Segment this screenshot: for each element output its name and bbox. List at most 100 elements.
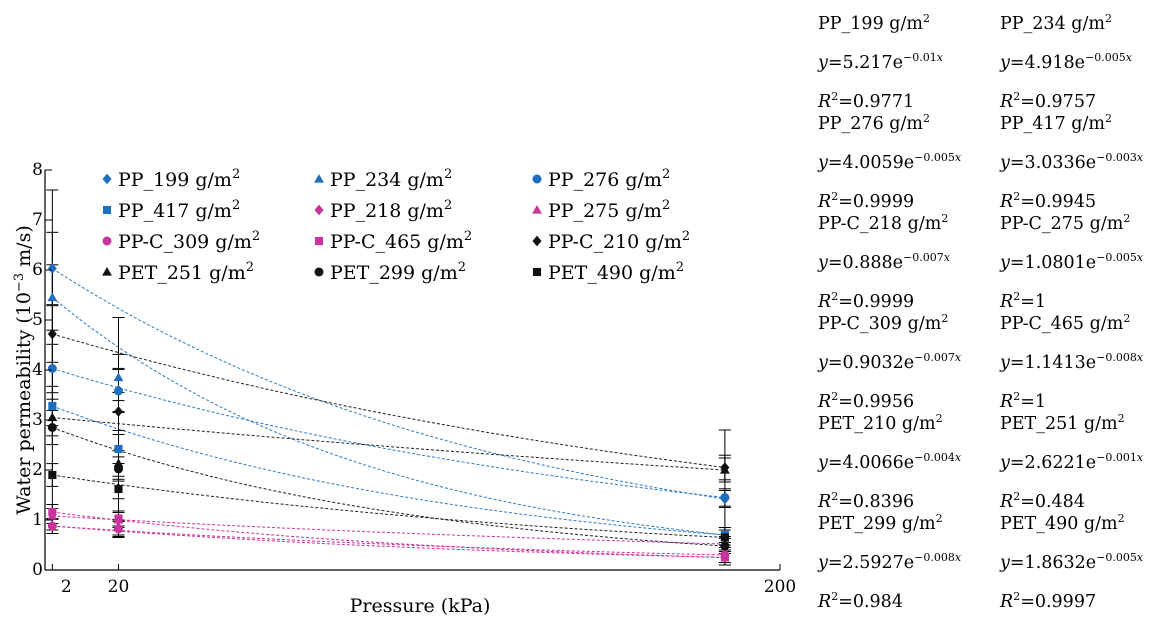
fit-formula: y=1.8632e−0.005x bbox=[1000, 551, 1144, 573]
trend-line bbox=[52, 405, 725, 536]
fit-r-squared: R2=1 bbox=[1000, 390, 1046, 412]
data-point bbox=[114, 406, 123, 417]
fit-equation: PET_299 g/m2 y=2.5927e−0.008x R2=0.984 bbox=[818, 502, 993, 619]
fit-formula: y=2.6221e−0.001x bbox=[1000, 451, 1144, 473]
data-point bbox=[47, 292, 58, 302]
fit-r-squared: R2=0.484 bbox=[1000, 490, 1085, 512]
data-point bbox=[48, 470, 57, 480]
y-tick-label: 6 bbox=[32, 260, 43, 280]
data-point bbox=[720, 533, 729, 542]
fit-sample-name: PET_299 g/m2 bbox=[818, 512, 943, 534]
fit-equation: PET_251 g/m2 y=2.6221e−0.001x R2=0.484 bbox=[1000, 402, 1163, 519]
y-tick-label: 0 bbox=[32, 560, 43, 580]
fit-formula: y=4.0059e−0.005x bbox=[818, 151, 962, 173]
fit-sample-name: PP_234 g/m2 bbox=[1000, 12, 1112, 34]
trend-line bbox=[52, 515, 725, 545]
legend-label: PET_490 g/m2 bbox=[548, 260, 684, 284]
legend-marker bbox=[314, 174, 324, 183]
data-point bbox=[113, 458, 124, 468]
y-tick-label: 2 bbox=[32, 460, 43, 480]
y-tick-label: 5 bbox=[32, 310, 43, 330]
trend-line bbox=[52, 511, 725, 558]
fit-formula: y=1.0801e−0.005x bbox=[1000, 251, 1144, 273]
legend-marker bbox=[102, 236, 112, 246]
y-tick-label: 4 bbox=[32, 360, 43, 380]
data-point bbox=[47, 364, 57, 373]
legend-marker bbox=[532, 267, 542, 277]
fit-formula: y=1.1413e−0.008x bbox=[1000, 351, 1144, 373]
fit-sample-name: PET_251 g/m2 bbox=[1000, 412, 1125, 434]
legend-label: PET_251 g/m2 bbox=[118, 260, 254, 284]
data-point bbox=[720, 493, 730, 502]
legend-label: PP-C_309 g/m2 bbox=[118, 229, 260, 253]
fit-formula: y=3.0336e−0.003x bbox=[1000, 151, 1144, 173]
fit-sample-name: PP_276 g/m2 bbox=[818, 112, 930, 134]
fit-sample-name: PP-C_275 g/m2 bbox=[1000, 212, 1131, 234]
fit-sample-name: PP-C_309 g/m2 bbox=[818, 312, 949, 334]
axes: 0 1 2 3 4 5 6 7 8 2 20 200 bbox=[32, 160, 796, 597]
data-point bbox=[47, 263, 57, 274]
x-tick-label: 200 bbox=[764, 577, 796, 597]
fit-equation: PP_199 g/m2 y=5.217e−0.01x R2=0.9771 bbox=[818, 2, 993, 119]
x-tick-label: 2 bbox=[61, 577, 72, 597]
trend-lines bbox=[52, 268, 725, 558]
fit-r-squared: R2=0.9999 bbox=[818, 190, 915, 212]
legend-marker bbox=[532, 235, 542, 247]
legend-marker bbox=[314, 204, 324, 216]
y-tick-label: 3 bbox=[32, 410, 43, 430]
fit-sample-name: PET_210 g/m2 bbox=[818, 412, 943, 434]
trend-line bbox=[52, 368, 725, 498]
data-point bbox=[114, 386, 123, 396]
fit-sample-name: PP_417 g/m2 bbox=[1000, 112, 1112, 134]
data-point bbox=[47, 412, 58, 422]
legend-marker bbox=[102, 205, 112, 215]
fit-r-squared: R2=0.984 bbox=[818, 590, 903, 612]
legend-label: PP_417 g/m2 bbox=[118, 198, 240, 222]
fit-r-squared: R2=0.9757 bbox=[1000, 90, 1097, 112]
fit-sample-name: PP-C_218 g/m2 bbox=[818, 212, 949, 234]
legend-label: PP_234 g/m2 bbox=[330, 167, 452, 191]
legend-marker bbox=[102, 267, 112, 276]
x-tick-label: 20 bbox=[108, 577, 130, 597]
trend-line bbox=[52, 525, 725, 558]
fit-r-squared: R2=0.9945 bbox=[1000, 190, 1097, 212]
fit-sample-name: PP_199 g/m2 bbox=[818, 12, 930, 34]
fit-r-squared: R2=0.9956 bbox=[818, 390, 915, 412]
data-point bbox=[720, 553, 729, 562]
legend-label: PP_275 g/m2 bbox=[548, 198, 670, 222]
data-point bbox=[114, 484, 123, 494]
permeability-chart: 0 1 2 3 4 5 6 7 8 2 20 200 PP_199 g/m2 PP_234 g/m2 PP… bbox=[12, 160, 796, 617]
legend: PP_199 g/m2 PP_234 g/m2 PP_276 g/m2 PP_417 … bbox=[102, 167, 690, 284]
fit-r-squared: R2=0.9997 bbox=[1000, 590, 1097, 612]
data-point bbox=[48, 507, 57, 517]
y-axis-title: Water permeability (10−3 m/s) bbox=[12, 225, 35, 514]
legend-marker bbox=[314, 236, 324, 246]
legend-marker bbox=[102, 173, 112, 185]
x-axis-title: Pressure (kPa) bbox=[350, 595, 491, 617]
fit-equation: PP-C_309 g/m2 y=0.9032e−0.007x R2=0.9956 bbox=[818, 302, 993, 419]
data-point bbox=[47, 328, 57, 340]
data-point bbox=[114, 524, 123, 534]
fit-equation: PET_210 g/m2 y=4.0066e−0.004x R2=0.8396 bbox=[818, 402, 993, 519]
y-tick-label: 7 bbox=[32, 210, 43, 230]
y-tick-label: 1 bbox=[32, 510, 43, 530]
legend-label: PET_299 g/m2 bbox=[330, 260, 466, 284]
data-point bbox=[47, 521, 57, 531]
data-point bbox=[114, 514, 123, 523]
fit-sample-name: PET_490 g/m2 bbox=[1000, 512, 1125, 534]
legend-label: PP-C_210 g/m2 bbox=[548, 229, 690, 253]
fit-r-squared: R2=0.9999 bbox=[818, 290, 915, 312]
y-tick-label: 8 bbox=[32, 160, 43, 180]
fit-equation: PP-C_465 g/m2 y=1.1413e−0.008x R2=1 bbox=[1000, 302, 1163, 419]
fit-equation: PP-C_218 g/m2 y=0.888e−0.007x R2=0.9999 bbox=[818, 202, 993, 319]
legend-label: PP-C_465 g/m2 bbox=[330, 229, 472, 253]
legend-marker bbox=[314, 267, 324, 277]
trend-line bbox=[52, 525, 725, 556]
fit-formula: y=0.9032e−0.007x bbox=[818, 351, 962, 373]
data-point bbox=[47, 423, 57, 432]
data-point bbox=[113, 372, 124, 382]
trend-line bbox=[52, 297, 725, 536]
fit-formula: y=4.0066e−0.004x bbox=[818, 451, 962, 473]
fit-equation: PP-C_275 g/m2 y=1.0801e−0.005x R2=1 bbox=[1000, 202, 1163, 319]
fit-equation: PP_417 g/m2 y=3.0336e−0.003x R2=0.9945 bbox=[1000, 102, 1163, 219]
